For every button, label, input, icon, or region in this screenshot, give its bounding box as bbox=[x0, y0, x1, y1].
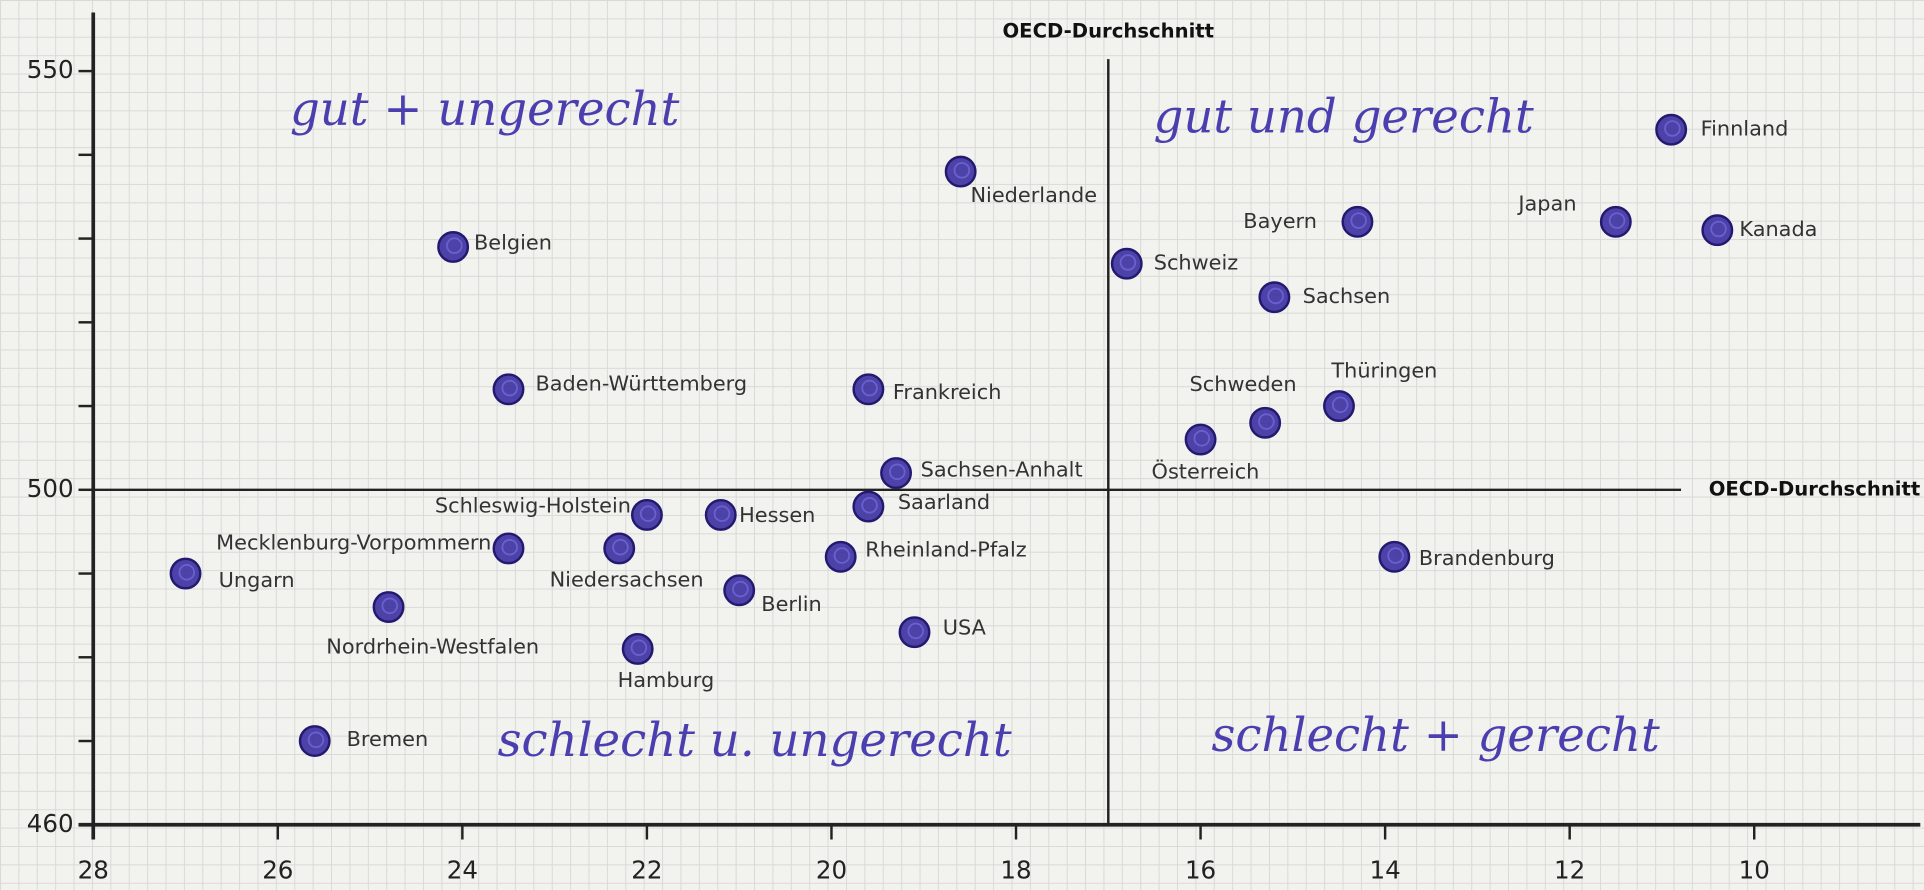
point-label: Berlin bbox=[761, 592, 822, 616]
point-label: Finnland bbox=[1701, 117, 1789, 141]
point-label: Mecklenburg-Vorpommern bbox=[216, 531, 491, 555]
x-tick-label: 22 bbox=[631, 855, 662, 884]
y-tick-label: 500 bbox=[27, 474, 74, 503]
point-label: Bayern bbox=[1243, 209, 1317, 233]
y-tick-label: 550 bbox=[27, 55, 74, 84]
point bbox=[1112, 249, 1141, 278]
reference-label: OECD-Durchschnitt bbox=[1002, 20, 1214, 43]
x-tick-label: 24 bbox=[447, 855, 478, 884]
point bbox=[881, 458, 910, 487]
x-tick-label: 16 bbox=[1185, 855, 1216, 884]
point bbox=[374, 592, 403, 621]
quadrant-note: schlecht + gerecht bbox=[1212, 708, 1660, 762]
quadrant-note: gut + ungerecht bbox=[290, 82, 680, 136]
point bbox=[854, 492, 883, 521]
point-label: Baden-Württemberg bbox=[535, 371, 747, 395]
point bbox=[300, 726, 329, 755]
point-label: Frankreich bbox=[893, 380, 1002, 404]
point bbox=[438, 232, 467, 261]
point bbox=[1601, 207, 1630, 236]
point bbox=[1186, 425, 1215, 454]
point bbox=[724, 576, 753, 605]
point bbox=[1656, 115, 1685, 144]
x-tick-label: 18 bbox=[1000, 855, 1031, 884]
point bbox=[1250, 408, 1279, 437]
quadrant-note: schlecht u. ungerecht bbox=[498, 713, 1012, 767]
x-tick-label: 28 bbox=[78, 855, 109, 884]
x-tick-label: 20 bbox=[816, 855, 847, 884]
x-tick-label: 26 bbox=[262, 855, 293, 884]
point-label: Nordrhein-Westfalen bbox=[326, 635, 539, 659]
point-label: Schleswig-Holstein bbox=[435, 493, 631, 517]
point bbox=[900, 617, 929, 646]
point-label: Rheinland-Pfalz bbox=[865, 538, 1027, 562]
point-label: Schweden bbox=[1190, 372, 1297, 396]
point-label: Bremen bbox=[347, 727, 429, 751]
point bbox=[1343, 207, 1372, 236]
point bbox=[494, 534, 523, 563]
point bbox=[1380, 542, 1409, 571]
x-tick-label: 12 bbox=[1554, 855, 1585, 884]
point-label: Schweiz bbox=[1154, 251, 1239, 275]
point-label: Thüringen bbox=[1330, 359, 1437, 383]
point bbox=[826, 542, 855, 571]
y-tick-label: 460 bbox=[27, 809, 74, 838]
point bbox=[171, 559, 200, 588]
quadrant-note: gut und gerecht bbox=[1153, 89, 1533, 143]
point-label: Brandenburg bbox=[1419, 546, 1555, 570]
point bbox=[632, 500, 661, 529]
point bbox=[1260, 282, 1289, 311]
point bbox=[854, 375, 883, 404]
point-label: USA bbox=[943, 615, 987, 639]
reference-label: OECD-Durchschnitt bbox=[1709, 477, 1921, 500]
point bbox=[623, 634, 652, 663]
point-label: Kanada bbox=[1739, 217, 1817, 241]
point-label: Niedersachsen bbox=[550, 567, 704, 591]
page: {"chart_data": {"type": "scatter", "labe… bbox=[0, 0, 1924, 890]
point bbox=[946, 157, 975, 186]
point-label: Japan bbox=[1516, 192, 1576, 216]
point-label: Sachsen bbox=[1303, 284, 1391, 308]
chart: gut + ungerecht gut und gerecht schlecht… bbox=[0, 0, 1924, 890]
point bbox=[605, 534, 634, 563]
point-label: Österreich bbox=[1152, 459, 1260, 484]
point-label: Belgien bbox=[474, 230, 552, 254]
point-label: Hamburg bbox=[618, 668, 715, 692]
point-label: Ungarn bbox=[219, 568, 295, 592]
x-tick-label: 14 bbox=[1370, 855, 1401, 884]
point bbox=[494, 375, 523, 404]
x-tick-label: 10 bbox=[1739, 855, 1770, 884]
point-label: Hessen bbox=[739, 503, 815, 527]
point bbox=[1703, 215, 1732, 244]
point-label: Niederlande bbox=[970, 183, 1097, 207]
point bbox=[706, 500, 735, 529]
point-label: Sachsen-Anhalt bbox=[921, 458, 1083, 482]
point-label: Saarland bbox=[898, 490, 990, 514]
point bbox=[1324, 391, 1353, 420]
